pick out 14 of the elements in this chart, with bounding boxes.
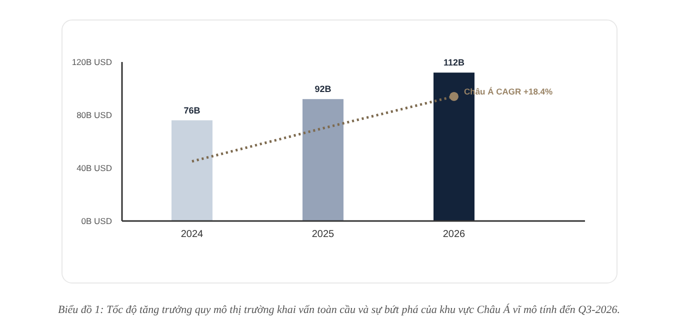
y-tick-label: 0B USD — [81, 216, 112, 226]
data-label: 76B — [184, 105, 201, 116]
bar — [302, 99, 344, 221]
x-tick-label: 2024 — [180, 229, 204, 240]
y-tick-label: 120B USD — [72, 57, 112, 67]
annotation: Châu Á CAGR +18.4% — [464, 86, 554, 96]
x-tick-label: 2025 — [312, 229, 335, 240]
x-tick-label: 2026 — [442, 229, 466, 240]
data-label: 112B — [443, 58, 466, 68]
text: Biểu đồ 1: Tốc độ tăng trưởng quy mô thị trường khai vấn toàn cầu và sự bứt phá của khu vực Châu Á vĩ mô tính đến Q3-2026. — [58, 303, 620, 316]
y-tick-label: 80B USD — [76, 110, 112, 120]
bar — [172, 120, 212, 221]
y-tick-label: 40B USD — [76, 163, 112, 173]
data-label: 92B — [314, 84, 332, 94]
